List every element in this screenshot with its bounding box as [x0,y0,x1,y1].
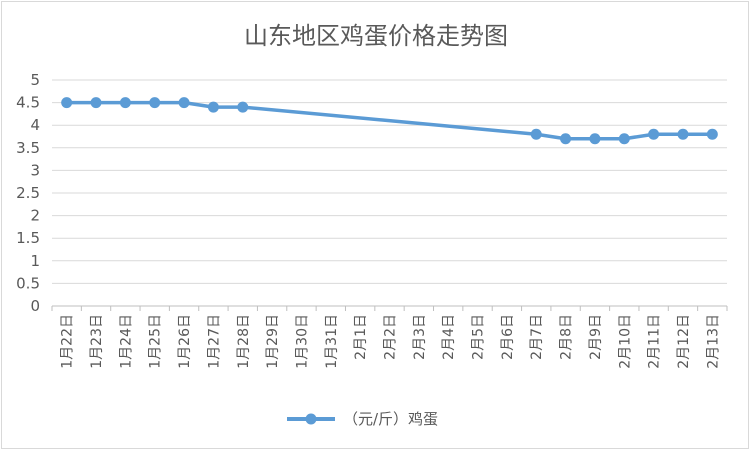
data-point [178,97,190,109]
data-point [530,128,542,140]
data-point [560,133,572,145]
x-tick-label: 1月26日 [177,314,193,369]
y-tick-label: 0 [30,297,40,315]
data-point [237,101,249,113]
x-tick-label: 1月24日 [118,314,134,369]
x-tick-label: 2月10日 [617,314,633,369]
legend: （元/斤）鸡蛋 [287,410,438,428]
y-tick-label: 5 [30,71,40,89]
data-point [677,128,689,140]
data-point [149,97,161,109]
x-tick-label: 1月28日 [236,314,252,369]
x-tick-label: 2月1日 [353,314,369,360]
data-point [706,128,718,140]
data-point [61,97,73,109]
x-tick-label: 2月6日 [500,314,516,360]
data-point [648,128,660,140]
x-tick-label: 1月27日 [206,314,222,369]
y-tick-label: 2 [30,207,40,225]
y-tick-label: 2.5 [16,184,40,202]
y-tick-label: 4 [30,116,40,134]
x-tick-label: 2月7日 [529,314,545,360]
x-tick-label: 2月9日 [588,314,604,360]
data-point [207,101,219,113]
data-point [90,97,102,109]
y-tick-label: 3.5 [16,139,40,157]
x-tick-label: 1月22日 [60,314,76,369]
x-tick-label: 2月4日 [441,314,457,360]
x-tick-label: 2月3日 [412,314,428,360]
legend-label: （元/斤）鸡蛋 [343,410,438,428]
series-line [66,100,713,141]
x-tick-label: 2月8日 [559,314,575,360]
y-tick-label: 0.5 [16,274,40,292]
y-tick-label: 3 [30,161,40,179]
data-point [618,133,630,145]
x-axis: 1月22日 1月23日 1月24日 1月25日 1月26日 1月27日 1月28日 1月29日… [51,305,728,369]
y-tick-label: 4.5 [16,94,40,112]
data-point [589,133,601,145]
data-point [119,97,131,109]
x-tick-label: 1月30日 [294,314,310,369]
x-tick-label: 2月12日 [676,314,692,369]
x-tick-label: 1月25日 [148,314,164,369]
x-tick-label: 2月5日 [471,314,487,360]
x-tick-label: 2月13日 [705,314,721,369]
x-tick-label: 2月2日 [383,314,399,360]
series-layer [61,97,718,145]
gridlines [52,79,727,284]
x-tick-label: 1月31日 [324,314,340,369]
x-tick-label: 2月11日 [647,314,663,369]
y-axis-ticks: 0 0.5 1 1.5 2 2.5 3 3.5 4 4.5 5 [16,71,40,315]
chart-title: 山东地区鸡蛋价格走势图 [244,22,508,50]
x-tick-label: 1月23日 [89,314,105,369]
y-tick-label: 1 [30,252,40,270]
x-tick-label: 1月29日 [265,314,281,369]
y-tick-label: 1.5 [16,229,40,247]
legend-dot-marker [305,413,317,425]
